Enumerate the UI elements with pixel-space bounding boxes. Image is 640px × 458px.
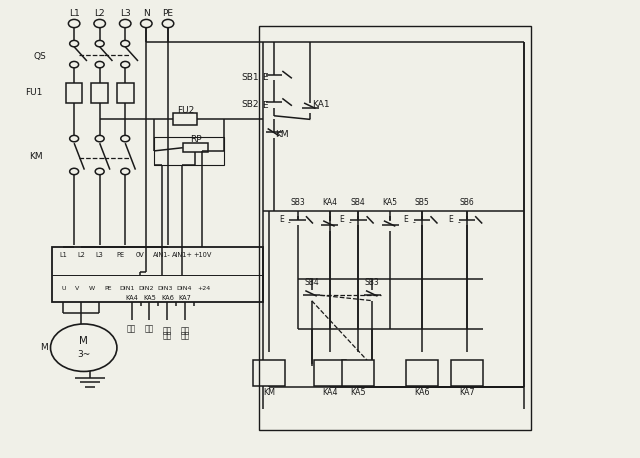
- Text: 点动: 点动: [180, 331, 190, 340]
- Bar: [259, 26, 531, 430]
- Circle shape: [121, 136, 130, 142]
- Text: SB3: SB3: [365, 278, 380, 287]
- Text: SB6: SB6: [460, 198, 474, 207]
- Bar: [342, 360, 374, 386]
- Text: -: -: [288, 218, 291, 227]
- Circle shape: [94, 19, 106, 27]
- Text: -: -: [457, 218, 460, 227]
- Text: 正向: 正向: [163, 326, 172, 335]
- Text: -: -: [413, 218, 415, 227]
- Circle shape: [95, 61, 104, 68]
- Text: 正转: 正转: [127, 324, 136, 333]
- Text: FU1: FU1: [25, 87, 43, 97]
- Text: KA5: KA5: [383, 198, 397, 207]
- Text: DIN1: DIN1: [120, 286, 135, 291]
- Text: SB3: SB3: [291, 198, 305, 207]
- Text: L1: L1: [60, 251, 67, 257]
- Bar: [406, 360, 438, 386]
- Circle shape: [70, 136, 79, 142]
- Text: KA4: KA4: [125, 295, 138, 301]
- Text: DIN3: DIN3: [157, 286, 173, 291]
- Bar: [173, 114, 197, 125]
- Text: L3: L3: [120, 9, 131, 18]
- Circle shape: [95, 168, 104, 174]
- Text: +10V: +10V: [193, 251, 212, 257]
- Bar: [52, 247, 262, 302]
- Text: 反向: 反向: [180, 326, 190, 335]
- Text: KA6: KA6: [161, 295, 174, 301]
- Text: KA5: KA5: [143, 295, 156, 301]
- Text: L2: L2: [94, 9, 105, 18]
- Text: E: E: [448, 215, 453, 224]
- Circle shape: [95, 40, 104, 47]
- Text: AIN1+: AIN1+: [172, 251, 193, 257]
- Circle shape: [70, 61, 79, 68]
- Text: SB2: SB2: [242, 100, 259, 109]
- Text: PE: PE: [104, 286, 112, 291]
- Text: M: M: [40, 343, 48, 352]
- Circle shape: [141, 19, 152, 27]
- Text: FU2: FU2: [177, 106, 194, 115]
- Text: V: V: [76, 286, 79, 291]
- Text: W: W: [89, 286, 95, 291]
- Text: L1: L1: [68, 9, 79, 18]
- Circle shape: [95, 136, 104, 142]
- Bar: [154, 137, 224, 165]
- Bar: [451, 360, 483, 386]
- Text: U: U: [61, 286, 65, 291]
- Text: E: E: [339, 215, 344, 224]
- Text: KM: KM: [29, 153, 43, 161]
- Text: L3: L3: [95, 251, 103, 257]
- Bar: [117, 83, 134, 103]
- Text: 3~: 3~: [77, 350, 90, 359]
- Text: -: -: [349, 218, 351, 227]
- Text: SB5: SB5: [415, 198, 429, 207]
- Text: PE: PE: [116, 251, 125, 257]
- Text: RP: RP: [189, 136, 202, 144]
- Text: KM: KM: [275, 130, 289, 138]
- Circle shape: [121, 61, 130, 68]
- Text: SB1: SB1: [242, 73, 259, 82]
- Circle shape: [70, 40, 79, 47]
- Circle shape: [68, 19, 80, 27]
- Text: KA6: KA6: [415, 387, 430, 397]
- Text: KM: KM: [263, 387, 275, 397]
- Bar: [253, 360, 285, 386]
- Text: KA7: KA7: [179, 295, 192, 301]
- Text: KA4: KA4: [322, 387, 337, 397]
- Text: DIN2: DIN2: [138, 286, 154, 291]
- Bar: [314, 360, 346, 386]
- Text: +24: +24: [197, 286, 211, 291]
- Circle shape: [121, 168, 130, 174]
- Text: E: E: [279, 215, 284, 224]
- Text: E: E: [262, 73, 268, 82]
- Circle shape: [120, 19, 131, 27]
- Circle shape: [51, 324, 117, 371]
- Text: 0V: 0V: [136, 251, 144, 257]
- Text: DIN4: DIN4: [177, 286, 193, 291]
- Text: SB4: SB4: [351, 198, 365, 207]
- Text: E: E: [403, 215, 408, 224]
- Text: KA5: KA5: [351, 387, 366, 397]
- Text: KA7: KA7: [459, 387, 475, 397]
- Bar: [182, 143, 208, 153]
- Text: N: N: [143, 9, 150, 18]
- Circle shape: [121, 40, 130, 47]
- Text: KA1: KA1: [312, 100, 330, 109]
- Text: KA4: KA4: [322, 198, 337, 207]
- Circle shape: [70, 168, 79, 174]
- Text: E: E: [262, 101, 268, 110]
- Text: 反转: 反转: [145, 324, 154, 333]
- Text: SB4: SB4: [305, 278, 319, 287]
- Text: QS: QS: [34, 52, 47, 61]
- Text: AIN1-: AIN1-: [153, 251, 170, 257]
- Text: M: M: [79, 336, 88, 346]
- Text: PE: PE: [163, 9, 173, 18]
- Text: 点动: 点动: [163, 331, 172, 340]
- Bar: [92, 83, 108, 103]
- Circle shape: [163, 19, 173, 27]
- Text: L2: L2: [77, 251, 85, 257]
- Bar: [66, 83, 83, 103]
